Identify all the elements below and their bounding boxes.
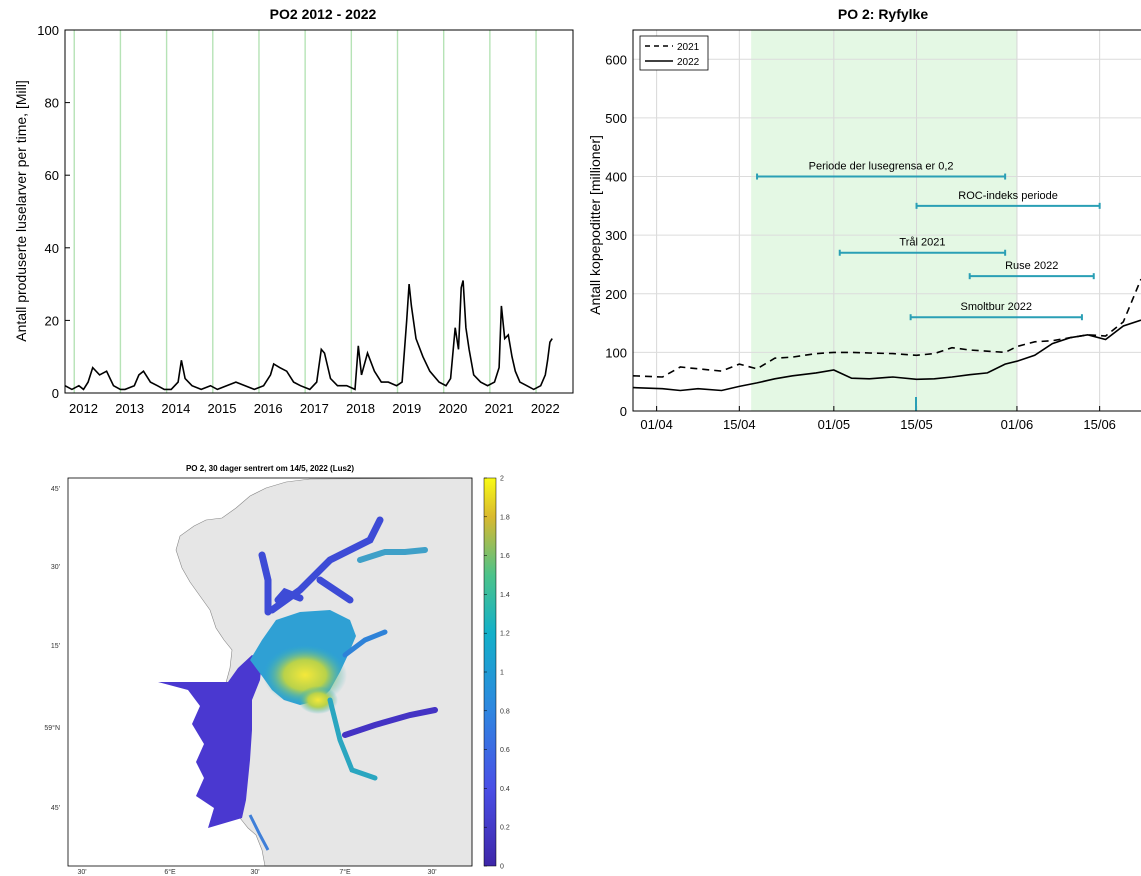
svg-text:30': 30' bbox=[427, 869, 436, 876]
colorbar-tick-label: 1.4 bbox=[500, 592, 510, 599]
chart1-x-tick-label: 2014 bbox=[161, 401, 190, 416]
chart2-annotation-label: Ruse 2022 bbox=[1005, 260, 1058, 272]
chart1-x-tick-label: 2022 bbox=[531, 401, 560, 416]
chart2-annotation-label: Trål 2021 bbox=[899, 237, 945, 249]
map-fjord-top bbox=[357, 547, 428, 563]
svg-text:30': 30' bbox=[51, 564, 60, 571]
svg-text:30': 30' bbox=[77, 869, 86, 876]
chart1-x-tick-label: 2012 bbox=[69, 401, 98, 416]
chart2-annotations: Periode der lusegrensa er 0,2 ROC-indeks … bbox=[756, 161, 1101, 321]
chart1-x-tick-label: 2020 bbox=[438, 401, 467, 416]
map-y-tick-labels: 45' 30' 15' 59°N 45' bbox=[44, 486, 60, 812]
chart2-series-2022 bbox=[632, 319, 1141, 392]
legend-2021: 2021 bbox=[677, 42, 700, 53]
svg-text:30': 30' bbox=[250, 869, 259, 876]
chart2-y-ticks: 0 100 200 300 400 500 600 bbox=[605, 52, 627, 419]
svg-text:45': 45' bbox=[51, 486, 60, 493]
map-colorbar-ticks: 0 0.2 0.4 0.6 0.8 1 1.2 1.4 1.6 1.8 2 bbox=[484, 476, 510, 871]
chart2-x-tick-label: 15/04 bbox=[723, 417, 756, 432]
chart1-x-tick-label: 2019 bbox=[392, 401, 421, 416]
chart1-y-tick-label: 40 bbox=[45, 241, 59, 256]
map-fjord-southeast bbox=[342, 707, 438, 738]
chart1-series-line bbox=[64, 280, 553, 391]
chart1-y-tick-label: 60 bbox=[45, 168, 59, 183]
chart1-y-ticks: 0 20 40 60 80 100 bbox=[37, 23, 70, 401]
chart2-y-axis-title: Antall kopepoditter [millioner] bbox=[587, 135, 603, 315]
svg-text:7°E: 7°E bbox=[339, 868, 351, 876]
colorbar-tick-label: 0 bbox=[500, 864, 504, 871]
colorbar-tick-label: 0.8 bbox=[500, 708, 510, 715]
chart1-x-tick-label: 2015 bbox=[208, 401, 237, 416]
map-coast-south bbox=[248, 814, 270, 851]
colorbar-tick-label: 1.2 bbox=[500, 631, 510, 638]
chart-po2-ryfylke: PO 2: Ryfylke 0 100 200 300 400 500 600 01/04 1… bbox=[587, 6, 1141, 432]
chart1-x-ticks: 2012 2013 2014 2015 2016 2017 2018 2019 2020 2021… bbox=[69, 401, 560, 416]
chart1-title: PO2 2012 - 2022 bbox=[270, 6, 377, 22]
chart2-annotation-label: ROC-indeks periode bbox=[958, 190, 1058, 202]
chart2-y-tick-label: 600 bbox=[605, 52, 627, 67]
map-fjord-north bbox=[258, 516, 384, 616]
chart2-y-tick-label: 100 bbox=[605, 345, 627, 360]
chart2-x-tick-label: 15/05 bbox=[900, 417, 933, 432]
chart1-x-tick-label: 2016 bbox=[254, 401, 283, 416]
chart2-x-tick-label: 15/06 bbox=[1083, 417, 1116, 432]
svg-text:59°N: 59°N bbox=[44, 724, 60, 732]
legend-2022: 2022 bbox=[677, 57, 700, 68]
chart1-grid bbox=[73, 30, 537, 393]
chart2-legend: 2021 2022 bbox=[639, 35, 709, 71]
chart2-series-2021 bbox=[632, 278, 1141, 378]
chart2-x-tick-label: 01/04 bbox=[640, 417, 673, 432]
map-title: PO 2, 30 dager sentrert om 14/5, 2022 (L… bbox=[186, 464, 354, 473]
map-frame bbox=[67, 477, 473, 867]
chart2-annotation-label: Periode der lusegrensa er 0,2 bbox=[809, 161, 954, 173]
chart2-x-tick-label: 01/05 bbox=[818, 417, 851, 432]
chart2-y-tick-label: 0 bbox=[620, 404, 627, 419]
map-lus2: PO 2, 30 dager sentrert om 14/5, 2022 (L… bbox=[44, 464, 509, 876]
map-hotspot-2 bbox=[298, 686, 338, 714]
svg-text:45': 45' bbox=[51, 805, 60, 812]
chart1-y-tick-label: 0 bbox=[52, 386, 59, 401]
chart2-y-tick-label: 500 bbox=[605, 111, 627, 126]
colorbar-tick-label: 1.6 bbox=[500, 553, 510, 560]
chart2-shaded-band bbox=[751, 30, 1017, 411]
chart1-y-axis-title: Antall produserte luselarver per time, [… bbox=[13, 80, 29, 341]
map-fjord-east bbox=[342, 629, 388, 658]
colorbar-tick-label: 1 bbox=[500, 670, 504, 677]
colorbar-tick-label: 0.4 bbox=[500, 786, 510, 793]
chart2-y-tick-label: 300 bbox=[605, 228, 627, 243]
chart2-plot-frame bbox=[632, 29, 1141, 412]
chart1-x-tick-label: 2018 bbox=[346, 401, 375, 416]
chart2-y-tick-label: 200 bbox=[605, 287, 627, 302]
chart2-title: PO 2: Ryfylke bbox=[838, 6, 928, 22]
map-fjord-south bbox=[327, 697, 378, 781]
colorbar-tick-label: 0.6 bbox=[500, 747, 510, 754]
colorbar-tick-label: 0.2 bbox=[500, 825, 510, 832]
map-water-outer bbox=[158, 655, 262, 828]
colorbar-tick-label: 1.8 bbox=[500, 514, 510, 521]
chart1-x-tick-label: 2021 bbox=[485, 401, 514, 416]
map-x-tick-labels: 30' 6°E 30' 7°E 30' bbox=[77, 868, 436, 876]
svg-text:6°E: 6°E bbox=[164, 868, 176, 876]
chart1-y-tick-label: 100 bbox=[37, 23, 59, 38]
svg-text:15': 15' bbox=[51, 643, 60, 650]
chart2-x-tick-label: 01/06 bbox=[1001, 417, 1034, 432]
chart1-x-tick-label: 2013 bbox=[115, 401, 144, 416]
chart2-y-tick-label: 400 bbox=[605, 170, 627, 185]
chart1-y-tick-label: 80 bbox=[45, 96, 59, 111]
chart1-plot-frame bbox=[64, 29, 574, 394]
chart2-x-ticks: 01/04 15/04 01/05 15/05 01/06 15/06 bbox=[640, 406, 1116, 432]
colorbar-tick-label: 2 bbox=[500, 476, 504, 483]
chart1-y-tick-label: 20 bbox=[45, 313, 59, 328]
chart2-annotation-label: Smoltbur 2022 bbox=[961, 301, 1033, 313]
chart1-x-tick-label: 2017 bbox=[300, 401, 329, 416]
